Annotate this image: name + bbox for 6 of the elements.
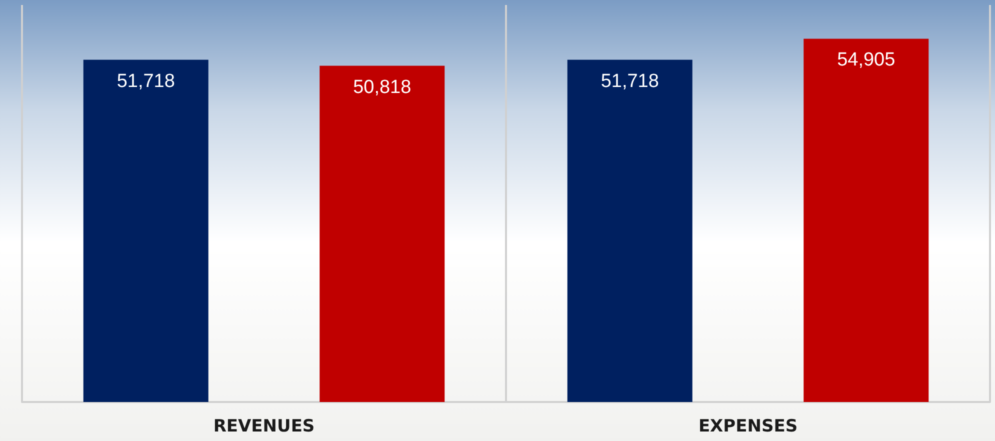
x-tick-label: REVENUES [213, 416, 315, 436]
x-tick-label: EXPENSES [698, 416, 798, 436]
data-label: 51,718 [600, 70, 659, 92]
data-label: 51,718 [116, 70, 175, 92]
data-label: 50,818 [353, 76, 412, 98]
data-label: 54,905 [837, 50, 896, 71]
